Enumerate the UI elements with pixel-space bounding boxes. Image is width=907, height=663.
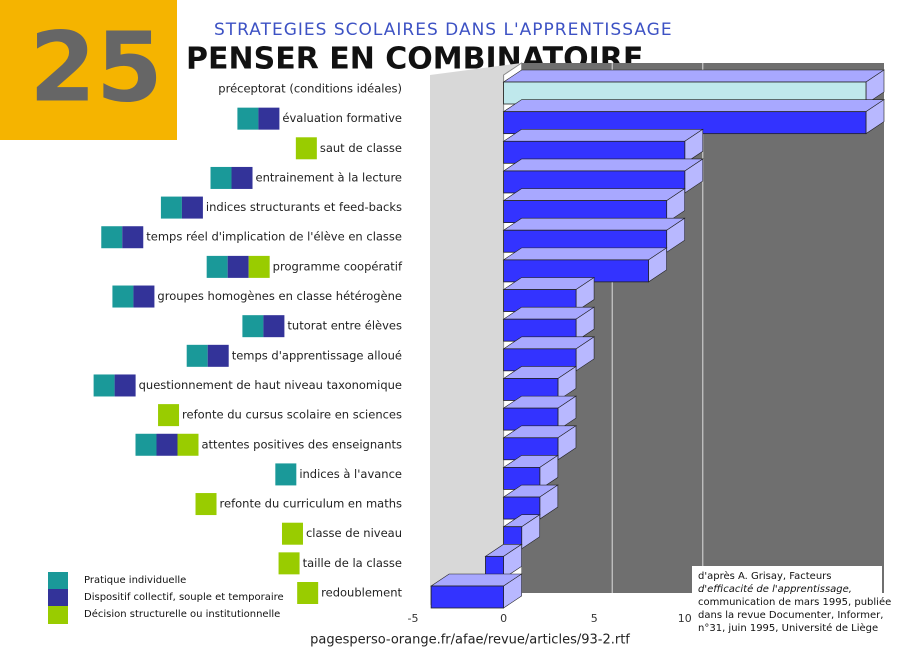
category-label: redoublement [321, 586, 402, 600]
bar-top [502, 128, 704, 142]
category-label: attentes positives des enseignants [202, 437, 403, 451]
type-marker [133, 285, 155, 308]
type-marker [160, 196, 182, 219]
type-marker [278, 552, 300, 575]
type-marker [258, 107, 280, 130]
category-label: refonte du cursus scolaire en sciences [182, 408, 402, 422]
citation-line: communication de mars 1995, publiée [698, 596, 891, 608]
type-marker [242, 315, 264, 338]
x-tick-label: 5 [591, 612, 598, 625]
type-marker [275, 463, 297, 486]
category-label: saut de classe [320, 141, 402, 155]
type-marker [237, 107, 259, 130]
badge-box [0, 0, 177, 140]
category-label: indices structurants et feed-backs [206, 200, 402, 214]
citation-line: d'après A. Grisay, Facteurs [698, 570, 831, 582]
type-marker [177, 433, 199, 456]
legend-swatch [48, 589, 68, 607]
type-marker [156, 433, 178, 456]
bar-top [502, 99, 885, 112]
category-label: indices à l'avance [299, 467, 402, 481]
legend-label: Décision structurelle ou institutionnell… [84, 608, 280, 620]
type-marker [195, 493, 217, 516]
type-marker [122, 226, 144, 249]
type-marker [210, 166, 232, 189]
type-marker [101, 226, 123, 249]
type-marker [114, 374, 136, 397]
x-tick-label: 10 [678, 612, 692, 625]
type-marker [135, 433, 157, 456]
category-label: entrainement à la lecture [256, 170, 402, 184]
type-marker [112, 285, 134, 308]
category-label: questionnement de haut niveau taxonomiqu… [139, 378, 402, 392]
bar-top [502, 188, 686, 201]
citation-line: n°31, juin 1995, Université de Liège [698, 622, 878, 634]
subtitle: STRATEGIES SCOLAIRES DANS L'APPRENTISSAG… [214, 20, 673, 40]
citation-line: d'efficacité de l'apprentissage, [698, 583, 852, 595]
bar-top [502, 217, 686, 231]
source: pagesperso-orange.fr/afae/revue/articles… [310, 633, 630, 648]
bar-top [502, 247, 668, 261]
type-marker [206, 255, 228, 278]
type-marker [181, 196, 203, 219]
category-label: évaluation formative [282, 111, 402, 125]
type-marker [207, 344, 229, 367]
type-marker [263, 315, 285, 338]
x-tick-label: -5 [408, 612, 419, 625]
back-wall-left [430, 63, 522, 605]
category-label: taille de la classe [303, 556, 402, 570]
type-marker [281, 522, 303, 545]
legend-swatch [48, 606, 68, 624]
category-label: refonte du curriculum en maths [220, 497, 402, 511]
bar-top [502, 158, 704, 172]
category-label: préceptorat (conditions idéales) [218, 82, 402, 96]
category-label: temps d'apprentissage alloué [232, 348, 402, 362]
type-marker [158, 404, 180, 427]
bar [430, 585, 504, 609]
legend-swatch [48, 572, 68, 590]
category-label: temps réel d'implication de l'élève en c… [146, 230, 402, 244]
type-marker [295, 137, 317, 160]
legend-label: Dispositif collectif, souple et temporai… [84, 592, 284, 603]
type-marker [186, 344, 208, 367]
category-label: tutorat entre élèves [287, 319, 402, 333]
type-marker [227, 255, 249, 278]
x-tick-label: 0 [500, 612, 507, 625]
citation-box [692, 566, 882, 638]
bar-top [502, 69, 885, 83]
type-marker [93, 374, 115, 397]
citation-line: dans la revue Documenter, Informer, [698, 610, 883, 621]
type-marker [231, 166, 253, 189]
category-label: classe de niveau [306, 526, 402, 540]
badge: 25 [29, 11, 163, 123]
category-label: groupes homogènes en classe hétérogène [157, 289, 402, 303]
type-marker [248, 255, 270, 278]
type-marker [297, 582, 319, 604]
category-label: programme coopératif [273, 259, 403, 273]
legend-label: Pratique individuelle [84, 575, 186, 586]
